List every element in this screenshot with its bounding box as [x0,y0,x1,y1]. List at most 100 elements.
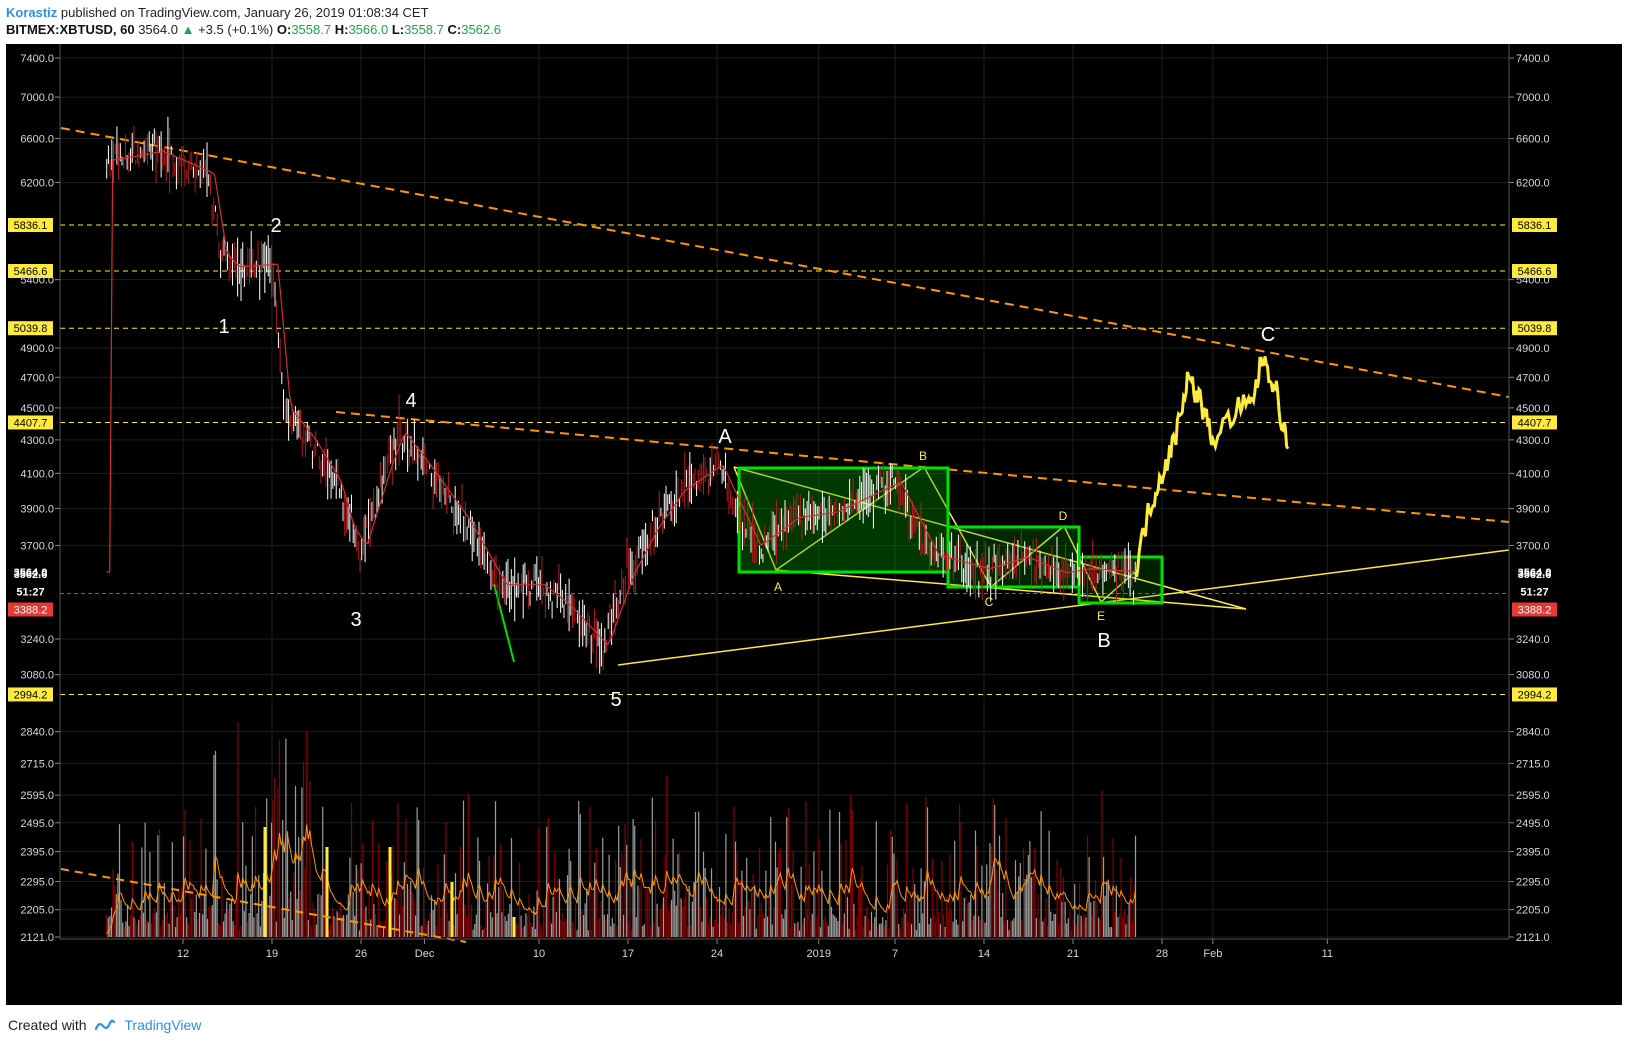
price-tick-label: 2205.0 [1516,905,1550,917]
volume-ma-line [106,824,1136,934]
volume-trendline [60,868,467,943]
time-axis[interactable]: 12 19 26 Dec 10 17 24 2019 7 14 21 28 Feb 11 [60,938,1509,960]
high-value: 3566.0 [348,22,389,37]
current-price-tag-right: 3564.0 [1518,567,1552,579]
projection-path [1135,356,1290,578]
time-tick-label: 19 [266,948,278,960]
major-downtrend-line [60,127,1510,398]
price-tick-label: 6200.0 [20,177,54,189]
low-label: L: [391,22,405,37]
subwave-label-c: C [985,595,994,609]
footer: Created with TradingView [8,1013,201,1037]
price-tick-label: 7400.0 [20,53,54,65]
volume-histogram [60,722,1137,943]
trendlines [60,127,1510,666]
wave-label-c: C [1261,324,1275,346]
price-tick-label: 2495.0 [1516,818,1550,830]
change-arrow-icon: ▲ [181,22,195,37]
countdown-price-tag-right: 3388.2 [1518,605,1552,617]
level-tag-left-text: 5836.1 [14,220,48,232]
price-tick-label: 5400.0 [1516,275,1550,287]
price-tick-label: 3900.0 [20,504,54,516]
wave-label-1: 1 [218,316,229,338]
price-tick-label: 2840.0 [20,727,54,739]
price-candles [106,116,1136,674]
price-tick-label: 2715.0 [1516,758,1550,770]
chart-area[interactable]: 5836.1 5836.1 5466.6 5466.6 5039.8 5039.8 4407… [6,44,1622,1005]
level-tag-right [1512,687,1557,702]
price-tick-label: 2840.0 [1516,727,1550,739]
price-tick-label: 2715.0 [20,758,54,770]
close-value: 3562.6 [461,22,501,37]
time-tick-label: Feb [1203,948,1222,960]
time-tick-label: Dec [415,948,435,960]
close-price-tag-left: 3562.6 [14,569,48,581]
time-tick-label: 10 [533,948,545,960]
price-tick-label: 6600.0 [1516,133,1550,145]
price-tick-label: 3240.0 [20,634,54,646]
horizontal-levels: 5836.1 5836.1 5466.6 5466.6 5039.8 5039.8 4407… [8,218,1557,702]
price-tick-label: 4300.0 [20,435,54,447]
price-tick-label: 2121.0 [20,932,54,944]
current-price-tag-left: 3564.0 [14,567,48,579]
last-price: 3564.0 [138,22,178,37]
price-tick-label: 2595.0 [20,790,54,802]
price-tick-label: 7000.0 [1516,92,1550,104]
wave-label-5: 5 [610,689,621,711]
author-name[interactable]: Korastiz [6,5,58,20]
wave-labels: 1 2 3 4 5 A B C A B C D E [218,215,1275,711]
price-tick-label: 7400.0 [1516,53,1550,65]
level-tag-left [8,321,53,336]
price-tick-label: 5400.0 [20,275,54,287]
price-tick-label: 2295.0 [1516,877,1550,889]
price-tick-label: 4900.0 [20,343,54,355]
level-tag-left [8,264,53,279]
price-tick-label: 2295.0 [20,877,54,889]
time-tick-label: 24 [711,948,723,960]
level-tag-right-text: 5836.1 [1518,220,1552,232]
open-value: 3558.7 [291,22,332,37]
wave-label-a: A [718,426,732,448]
countdown-price-tag-bg-left [8,602,53,617]
price-ma-line [106,150,1136,646]
consolidation-box [737,466,950,574]
price-chart[interactable]: 5836.1 5836.1 5466.6 5466.6 5039.8 5039.8 4407… [6,44,1622,1005]
support-uptrend-line [617,549,1510,666]
time-tick-label: 11 [1322,948,1333,960]
level-tag-right-text: 2994.2 [1518,689,1552,701]
level-tag-right [1512,264,1557,279]
level-tag-left [8,415,53,430]
subwave-label-b: B [919,449,927,463]
price-tick-label: 2205.0 [20,905,54,917]
open-label: O: [276,22,292,37]
high-label: H: [334,22,349,37]
tradingview-brand[interactable]: TradingView [124,1017,202,1033]
time-tick-label: 2019 [806,948,830,960]
level-tag-left [8,218,53,233]
countdown-price-tag-left: 3388.2 [14,605,48,617]
price-tick-label: 4500.0 [1516,403,1550,415]
time-tick-label: 17 [622,948,634,960]
publish-line: Korastiz published on TradingView.com, J… [6,4,1606,21]
ohlc-line: BITMEX:XBTUSD, 60 3564.0 ▲ +3.5 (+0.1%) … [6,21,1606,38]
price-tick-label: 2395.0 [20,847,54,859]
price-tick-label: 3080.0 [1516,670,1550,682]
time-tick-label: 7 [892,948,898,960]
price-tick-label: 4900.0 [1516,343,1550,355]
price-tick-label: 6200.0 [1516,177,1550,189]
price-tick-label: 4500.0 [20,403,54,415]
price-tick-label: 2395.0 [1516,847,1550,859]
price-tick-label: 4100.0 [1516,468,1550,480]
published-text: published on TradingView.com, January 26… [60,5,429,20]
wave-label-2: 2 [270,215,281,237]
price-tick-label: 2495.0 [20,818,54,830]
countdown-price-tag-bg-right [1512,602,1557,617]
projected-price-line [1135,356,1290,578]
low-value: 3558.7 [404,22,444,37]
right-price-axis[interactable]: 7400.0 7000.0 6600.0 6200.0 5400.0 4900.0 4700… [1508,44,1550,944]
price-tick-label: 4100.0 [20,468,54,480]
countdown-tag-left: 51:27 [16,587,44,599]
left-price-axis[interactable]: 7400.0 7000.0 6600.0 6200.0 5400.0 4900.0 4700… [20,44,61,944]
level-tag-left-text: 4407.7 [14,417,48,429]
created-with-text: Created with [8,1017,87,1033]
